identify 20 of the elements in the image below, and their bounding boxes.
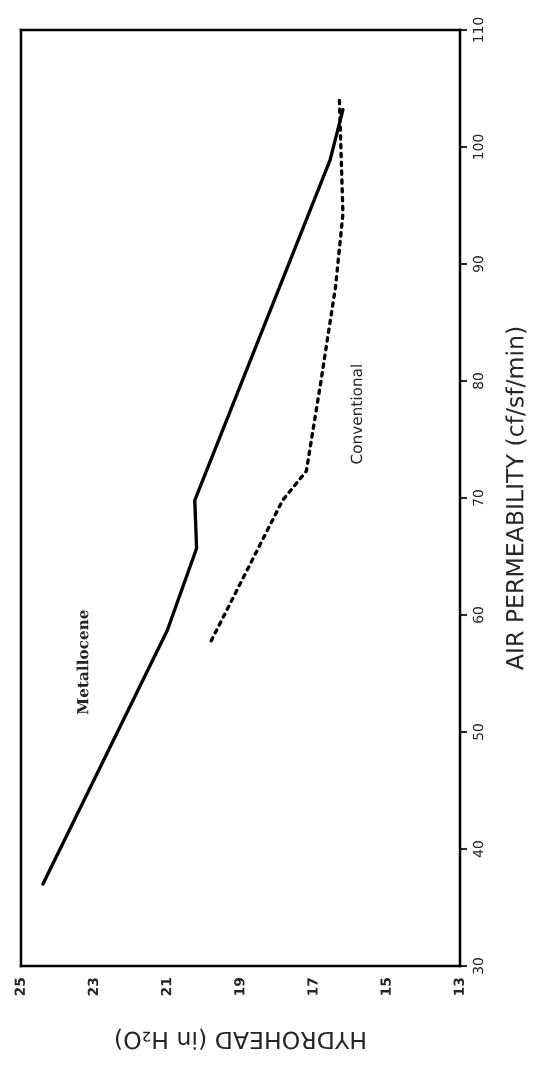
y-tick-label: 40 <box>472 841 484 858</box>
y-tick-label: 110 <box>472 17 484 42</box>
y-tick-label: 90 <box>472 256 484 272</box>
y-tick-label: 60 <box>472 607 484 623</box>
y-tick-label: 100 <box>472 134 484 159</box>
x-tick-label: 23 <box>87 978 99 996</box>
y-tick-label: 50 <box>472 724 484 740</box>
text: Conventional <box>350 365 363 464</box>
y-tick-label: 70 <box>472 490 484 506</box>
text: Metallocene <box>76 610 89 715</box>
y-tick-label: 80 <box>472 373 484 389</box>
y-axis-title: AIR PERMEABILITY (cf/sf/min) <box>505 327 527 671</box>
y-tick-label: 30 <box>472 958 484 974</box>
x-tick-label: 15 <box>380 978 391 995</box>
x-tick-label: 25 <box>14 978 26 996</box>
x-tick-label: 19 <box>234 978 245 995</box>
x-tick-label: 21 <box>160 978 172 996</box>
x-axis-title: HYDROHEAD (in H₂O) <box>115 1028 365 1050</box>
x-tick-label: 17 <box>307 978 318 995</box>
x-tick-label: 13 <box>453 978 465 995</box>
